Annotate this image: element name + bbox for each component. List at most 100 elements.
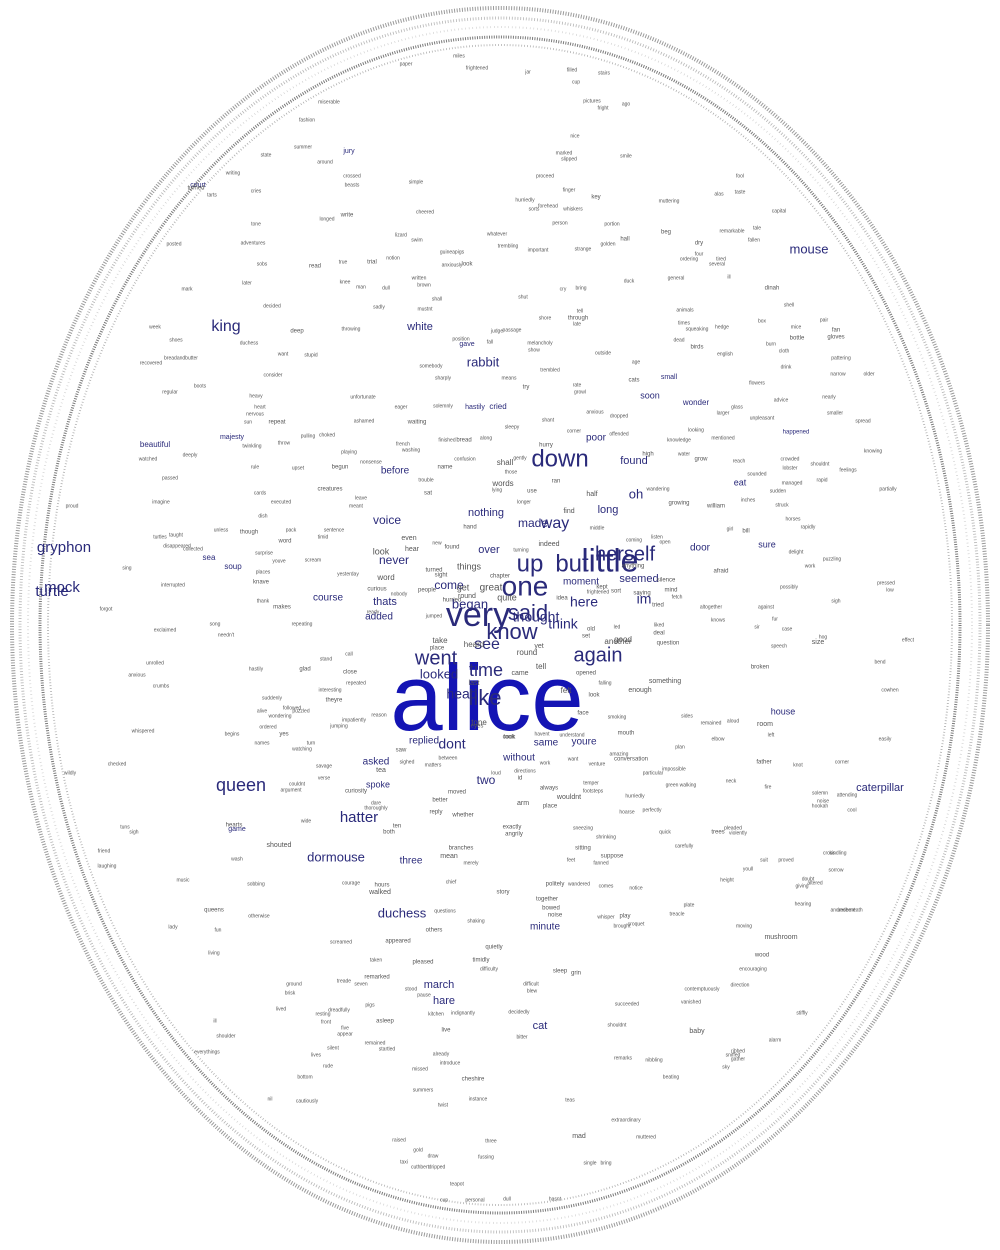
word-afraid: afraid [713,569,728,575]
word-curious: curious [367,587,386,593]
word-croquet: croquet [628,921,645,927]
word-cloth: cloth [779,348,790,354]
word-angrily: angrily [505,832,523,838]
word-extraordinary: extraordinary [611,1117,641,1123]
word-one: one [502,570,549,601]
word-repeating: repeating [292,621,313,627]
word-nobody: nobody [391,591,408,597]
word-court: court [190,182,206,189]
word-great: great [480,583,503,594]
word-underneath: underneath [837,907,863,913]
word-whisper: whisper [597,914,615,920]
word-speech: speech [771,643,787,649]
word-see: see [474,636,500,653]
word-unless: unless [214,527,229,533]
word-attending: attending [837,792,858,798]
word-suppose: suppose [601,854,624,860]
word-fright: fright [597,105,609,111]
word-round: round [517,648,537,657]
word-looked: looked [420,666,458,681]
word-though: though [240,530,258,536]
word-turn: turn [307,740,316,746]
word-reason: reason [371,712,387,718]
word-sea: sea [203,553,216,562]
word-ten: ten [393,824,401,830]
word-laughing: laughing [98,863,117,869]
word-longer: longer [517,499,531,505]
word-cook: cook [503,735,517,741]
word-makes: makes [273,605,291,611]
word-proved: proved [778,857,794,863]
word-shoulder: shoulder [216,1033,236,1039]
word-argument: argument [280,787,302,793]
word-eyes: eyes [471,724,484,730]
word-cry: cry [560,286,567,292]
word-pattering: pattering [831,355,851,361]
word-write: write [340,213,354,219]
word-animals: animals [676,307,694,313]
word-call: call [345,651,353,657]
word-father: father [756,760,771,766]
word-story: story [496,890,509,896]
word-ill: ill [727,274,730,280]
word-later: later [242,280,252,286]
word-hookah: hookah [812,803,829,809]
word-knowledge: knowledge [667,437,691,443]
word-havent: havent [534,731,550,737]
word-week: week [149,324,161,330]
word-ran: ran [552,479,561,485]
word-anxiously: anxiously [442,262,463,268]
word-gryphon: gryphon [37,539,91,556]
word-happened: happened [783,430,810,436]
word-water: water [678,451,691,457]
word-three: three [485,1138,497,1144]
word-nice: nice [570,133,579,139]
word-personal: personal [465,1197,484,1203]
word-moving: moving [736,923,752,929]
word-muttered: muttered [636,1134,656,1140]
word-tone: tone [471,718,487,727]
word-box: box [758,318,767,324]
word-music: music [176,877,190,883]
word-executed: executed [271,499,292,505]
word-english: english [717,351,733,357]
word-remarks: remarks [614,1055,633,1061]
word-understand: understand [559,732,584,738]
word-thoroughly: thoroughly [364,805,388,811]
word-simple: simple [409,179,424,185]
word-partially: partially [879,486,897,492]
word-duchess: duchess [240,340,259,346]
word-stairs: stairs [598,70,610,76]
word-sing: sing [122,565,131,571]
word-turtles: turtles [153,534,167,540]
word-deeply: deeply [183,452,198,458]
word-regular: regular [162,389,178,395]
word-never: never [379,553,409,567]
word-majesty: majesty [220,434,245,441]
word-repeated: repeated [346,680,366,686]
word-kept: kept [596,585,608,591]
word-moment: moment [563,577,599,588]
word-mushroom: mushroom [764,934,797,941]
word-soon: soon [640,390,660,400]
word-shouldnt: shouldnt [608,1022,628,1028]
word-pigs: pigs [365,1002,375,1008]
word-important: important [528,247,549,253]
word-nonsense: nonsense [360,459,382,465]
word-sat: sat [424,491,432,497]
word-unrolled: unrolled [146,660,164,666]
word-dead: dead [673,337,684,343]
word-course: course [313,593,343,604]
word-perfectly: perfectly [643,807,662,813]
word-gently: gently [513,455,527,461]
word-theyre: theyre [326,698,343,704]
word-listen: listen [651,534,663,540]
word-round: round [458,593,476,600]
word-cup: cup [572,79,580,85]
word-inches: inches [741,497,756,503]
word-age: age [632,359,641,365]
word-liked: liked [654,622,665,628]
word-caterpillar: caterpillar [856,782,904,794]
word-asleep: asleep [376,1019,394,1025]
